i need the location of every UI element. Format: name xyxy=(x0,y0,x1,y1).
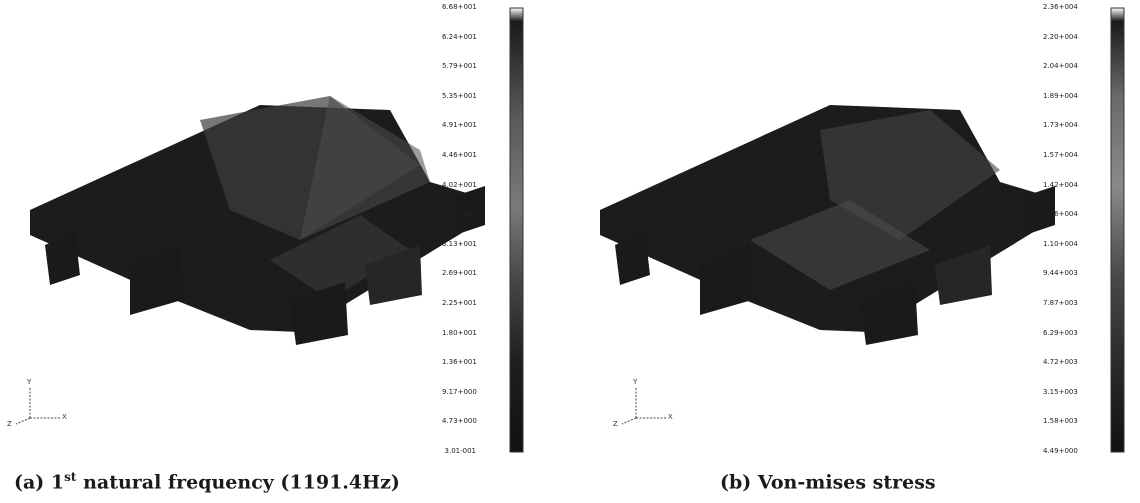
legend-tick-label: 2.20+004 xyxy=(1043,32,1078,41)
fe-model-b xyxy=(600,105,1055,345)
legend-tick-label: 4.46+001 xyxy=(442,151,477,159)
legend-tick-label: 6.68+001 xyxy=(442,3,477,11)
legend-tick-label: 6.29+003 xyxy=(1043,328,1078,337)
legend-tick-label: 5.35+001 xyxy=(442,91,477,100)
legend-tick-label: 2.36+004 xyxy=(1043,3,1078,11)
legend-tick-label: 4.91+001 xyxy=(442,121,477,130)
legend-tick-label: 6.24+001 xyxy=(442,32,477,41)
axis-label-z: Z xyxy=(7,420,12,428)
legend-tick-label: 1.57+004 xyxy=(1043,151,1078,159)
legend-tick-label: 9.17+000 xyxy=(442,387,477,396)
legend-tick-label: 1.73+004 xyxy=(1043,121,1078,130)
legend-tick-label: 3.15+003 xyxy=(1043,387,1078,396)
legend-tick-label: 2.04+004 xyxy=(1043,62,1078,71)
fe-model-a xyxy=(30,96,485,345)
legend-tick-label: 1.10+004 xyxy=(1043,239,1078,248)
axis-label-x: X xyxy=(668,413,673,421)
axis-label-z: Z xyxy=(613,420,618,428)
caption-a-sup: st xyxy=(64,470,77,484)
axis-label-y: Y xyxy=(27,378,32,386)
legend-tick-label: 3.01-001 xyxy=(444,447,476,455)
panel-von-mises-stress: Y X Z 2.36+004 2.20+004 2.04+004 1.89+004 1.… xyxy=(570,0,1140,503)
caption-b: (b) Von-mises stress xyxy=(720,470,936,493)
caption-a: (a) 1st natural frequency (1191.4Hz) xyxy=(14,470,400,493)
axis-label-y: Y xyxy=(633,378,638,386)
axis-label-x: X xyxy=(62,413,67,421)
legend-tick-label: 4.72+003 xyxy=(1043,358,1078,367)
legend-tick-label: 9.44+003 xyxy=(1043,269,1078,278)
caption-a-prefix: (a) 1 xyxy=(14,471,65,494)
legend-tick-label: 5.79+001 xyxy=(442,62,477,71)
legend-tick-label: 1.42+004 xyxy=(1043,180,1078,189)
legend-tick-label: 2.69+001 xyxy=(442,269,477,278)
legend-tick-label: 1.36+001 xyxy=(442,358,477,367)
axis-triad-a xyxy=(15,388,60,425)
color-legend-bar-a xyxy=(509,7,524,453)
legend-tick-label: 4.02+001 xyxy=(442,180,477,189)
fe-model-view-b xyxy=(600,7,1125,453)
legend-tick-label: 4.73+000 xyxy=(442,417,477,426)
caption-a-rest: natural frequency (1191.4Hz) xyxy=(76,471,400,494)
axis-triad-b xyxy=(621,388,666,425)
panel-natural-frequency: Y X Z 6.68+001 6.24+001 5.79+001 5.35+001 4.… xyxy=(7,3,524,493)
legend-tick-label: 3.13+001 xyxy=(442,239,477,248)
legend-tick-label: 3.58+001 xyxy=(442,210,477,219)
legend-tick-label: 1.89+004 xyxy=(1043,91,1078,100)
color-legend-bar-b xyxy=(1110,7,1125,453)
legend-tick-label: 7.87+003 xyxy=(1043,299,1078,307)
legend-tick-label: 1.58+003 xyxy=(1043,417,1078,426)
legend-tick-label: 4.49+000 xyxy=(1043,447,1078,455)
fe-model-view-a xyxy=(15,7,524,453)
legend-tick-label: 1.26+004 xyxy=(1043,210,1078,219)
caption-b-prefix: (b) Von-mises stress xyxy=(720,471,936,494)
legend-tick-label: 2.25+001 xyxy=(442,299,477,307)
legend-tick-label: 1.80+001 xyxy=(442,328,477,337)
